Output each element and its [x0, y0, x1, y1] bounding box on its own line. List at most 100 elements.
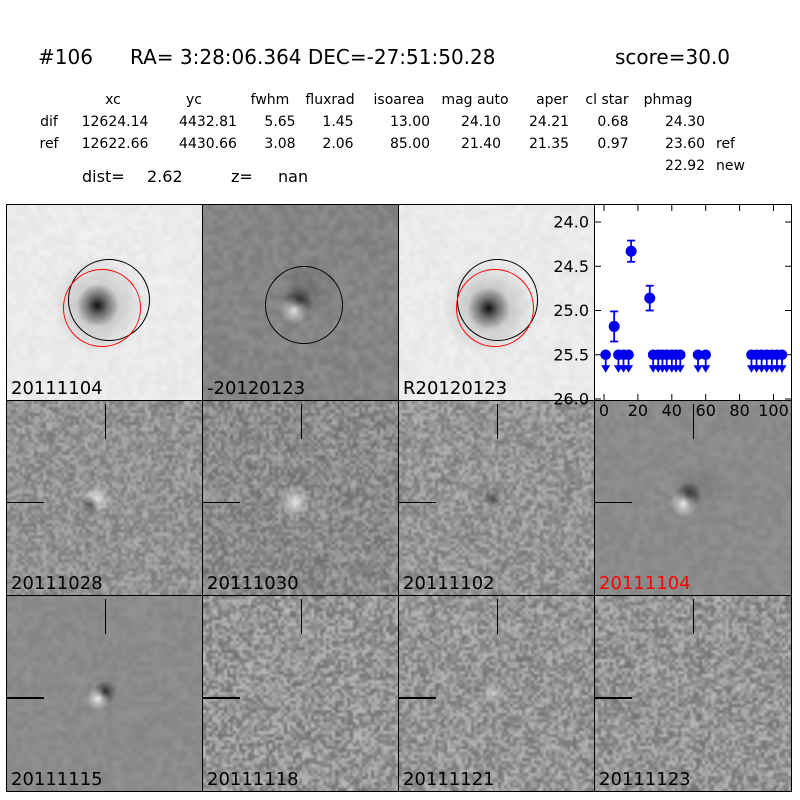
header-fluxrad: fluxrad — [305, 92, 355, 108]
cutout-label: 20111104 — [11, 378, 103, 399]
crosshair-tick-horizontal — [595, 697, 633, 699]
ref-cl-star: 0.97 — [597, 136, 629, 152]
crosshair-tick-vertical — [104, 403, 106, 439]
lc-detection-marker — [644, 292, 656, 304]
dif-yc: 4432.81 — [179, 114, 237, 130]
cutout-20111115: 20111115 — [6, 595, 203, 792]
dif-aper: 24.21 — [528, 114, 570, 130]
cutout-label: 20111118 — [207, 769, 299, 790]
crosshair-tick-horizontal — [399, 697, 437, 699]
lc-limit-marker — [674, 349, 686, 361]
crosshair-tick-vertical — [693, 403, 695, 439]
ref-fwhm: 3.08 — [264, 136, 296, 152]
crosshair-tick-horizontal — [203, 697, 241, 699]
lc-limit-arrowhead — [675, 365, 685, 373]
header-aper: aper — [536, 92, 568, 108]
cutout-label: 20111028 — [11, 573, 103, 594]
crosshair-tick-vertical — [300, 403, 302, 439]
lc-limit-marker — [700, 349, 711, 361]
lc-ytick-label: 24.5 — [553, 257, 589, 276]
redshift-value: nan — [278, 167, 309, 186]
ref-yc: 4430.66 — [179, 136, 237, 152]
cutout--20120123-r0c1: -20120123 — [202, 204, 399, 401]
lc-detection-marker — [625, 245, 637, 257]
crosshair-tick-horizontal — [203, 501, 241, 504]
header-yc: yc — [186, 92, 202, 108]
crosshair-tick-vertical — [693, 598, 695, 635]
candidate-id: #106 — [38, 45, 93, 69]
ref-isoarea: 85.00 — [389, 136, 431, 152]
aperture-circle-black — [265, 266, 344, 345]
lc-limit-marker — [623, 349, 634, 361]
lc-xtick-label: 100 — [758, 401, 789, 420]
crosshair-tick-horizontal — [7, 697, 45, 699]
redshift-label: z= — [231, 167, 253, 186]
cutout-label: R20120123 — [403, 378, 508, 399]
cutout-20111028: 20111028 — [6, 400, 203, 596]
lc-limit-arrowhead — [693, 365, 703, 373]
new-phmag-tag: new — [716, 158, 745, 174]
lc-xtick-label: 0 — [599, 401, 609, 420]
aperture-circle-red — [455, 269, 534, 348]
crosshair-tick-horizontal — [7, 501, 45, 504]
lc-limit-arrowhead — [777, 365, 787, 373]
cutout-label: 20111115 — [11, 769, 103, 790]
lc-limit-marker — [776, 349, 788, 361]
dif-fwhm: 5.65 — [264, 114, 296, 130]
ref-phmag: 23.60 — [664, 136, 706, 152]
dist-value: 2.62 — [147, 167, 183, 186]
lc-xtick-label: 20 — [628, 401, 648, 420]
lc-limit-arrowhead — [701, 365, 711, 373]
cutout-20111123: 20111123 — [594, 595, 792, 792]
aperture-circle-red — [62, 269, 141, 348]
lc-xtick-label: 60 — [696, 401, 716, 420]
lc-limit-marker — [692, 349, 704, 361]
dif-fluxrad: 1.45 — [322, 114, 354, 130]
lc-xtick-label: 80 — [729, 401, 749, 420]
lc-limit-marker — [600, 349, 611, 361]
dif-mag-auto: 24.10 — [460, 114, 502, 130]
crosshair-tick-vertical — [104, 598, 106, 635]
header-phmag: phmag — [643, 92, 693, 108]
cutout-20111104-r0c0: 20111104 — [6, 204, 203, 401]
crosshair-tick-vertical — [496, 598, 498, 635]
cutout-label: 20111123 — [599, 769, 691, 790]
coordinates: RA= 3:28:06.364 DEC=-27:51:50.28 — [130, 45, 496, 69]
header-mag-auto: mag auto — [441, 92, 509, 108]
lightcurve-svg: 0 20 40 60 80 100 24.0 24.5 25.0 25.5 26.0 — [553, 205, 791, 420]
header-isoarea: isoarea — [373, 92, 425, 108]
lc-limit-arrowhead — [601, 365, 611, 373]
lc-xtick-label: 40 — [662, 401, 682, 420]
cutout-20111102: 20111102 — [398, 400, 595, 596]
cutout-20111104: 20111104 — [594, 400, 792, 596]
ref-phmag-tag: ref — [716, 136, 735, 152]
cutout-20111121: 20111121 — [398, 595, 595, 792]
row-ref-label: ref — [39, 136, 59, 152]
dist-label: dist= — [82, 167, 125, 186]
header-xc: xc — [105, 92, 121, 108]
cutout-label: 20111121 — [403, 769, 495, 790]
ref-xc: 12622.66 — [81, 136, 149, 152]
ref-mag-auto: 21.40 — [460, 136, 502, 152]
dif-cl-star: 0.68 — [597, 114, 629, 130]
ref-aper: 21.35 — [528, 136, 570, 152]
lc-ytick-label: 25.5 — [553, 345, 589, 364]
lc-ytick-label: 25.0 — [553, 301, 589, 320]
dif-isoarea: 13.00 — [389, 114, 431, 130]
lc-limit-arrowhead — [624, 365, 634, 373]
cutout-label: 20111102 — [403, 573, 495, 594]
crosshair-tick-horizontal — [399, 501, 437, 504]
cutout-label: 20111030 — [207, 573, 299, 594]
dif-xc: 12624.14 — [81, 114, 149, 130]
header-cl-star: cl star — [585, 92, 629, 108]
score-value: score=30.0 — [615, 45, 731, 69]
new-phmag: 22.92 — [664, 158, 706, 174]
cutout-20111030: 20111030 — [202, 400, 399, 596]
lc-ytick-label: 24.0 — [553, 213, 589, 232]
lightcurve-plot: 0 20 40 60 80 100 24.0 24.5 25.0 25.5 26.0 — [553, 204, 792, 420]
cutout-label: -20120123 — [207, 378, 306, 399]
dif-phmag: 24.30 — [664, 114, 706, 130]
crosshair-tick-vertical — [496, 403, 498, 439]
cutout-20111118: 20111118 — [202, 595, 399, 792]
